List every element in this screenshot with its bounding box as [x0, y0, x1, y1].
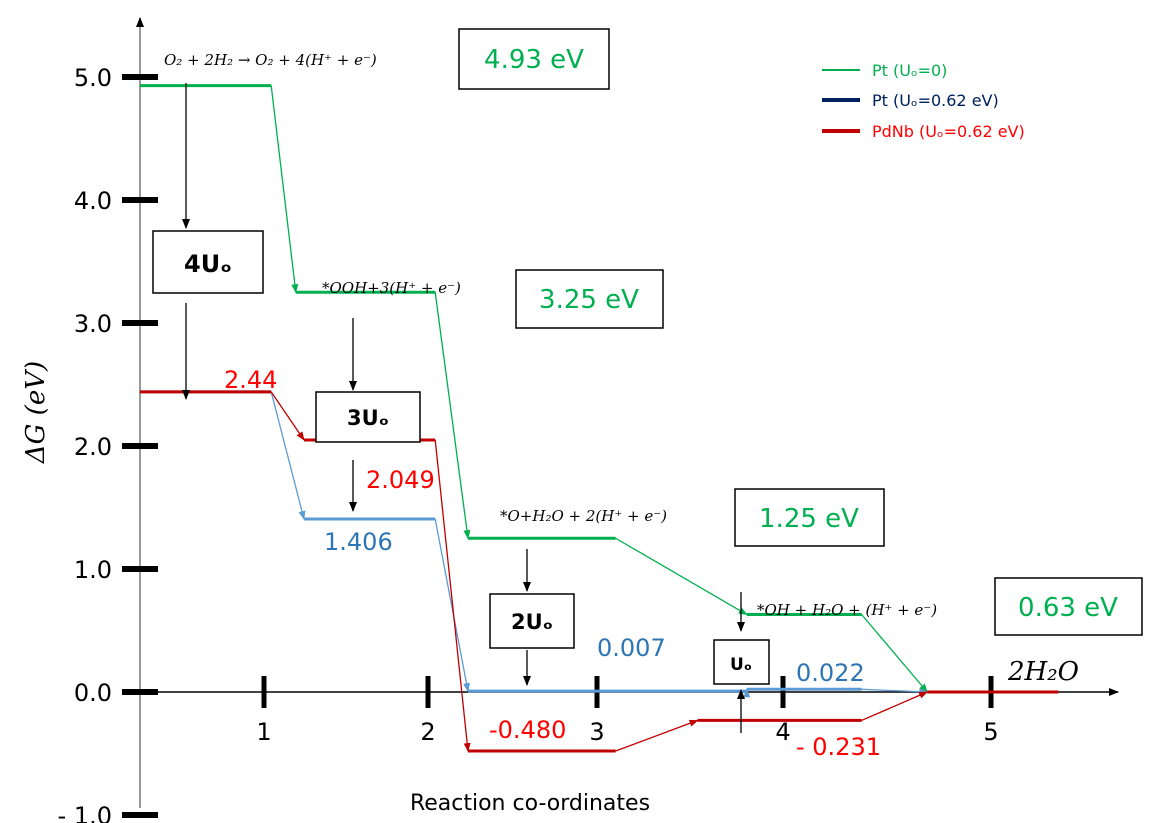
y-tick-label: 0.0	[74, 679, 112, 707]
connector-1-1	[270, 85, 299, 294]
step-connectors	[270, 85, 929, 753]
energy-box-4: 0.63 eV	[994, 577, 1143, 636]
data-label-0-007: 0.007	[597, 634, 666, 662]
energy-box-3: 1.25 eV	[734, 488, 885, 547]
data-label-minus-0-480: -0.480	[489, 716, 566, 744]
y-axis-title: ΔG (eV)	[21, 361, 51, 464]
potential-box-2u-label: 2Uₒ	[511, 610, 553, 634]
data-label-minus-0-231: - 0.231	[796, 733, 881, 761]
data-label-1-406: 1.406	[324, 528, 393, 556]
connector-2-4	[861, 688, 929, 696]
y-ticks: - 1.0 0.0 1.0 2.0 3.0 4.0 5.0	[58, 64, 158, 823]
potential-box-3u-label: 3Uₒ	[347, 406, 389, 430]
connector-1-4	[861, 614, 928, 693]
energy-box-4-label: 0.63 eV	[1018, 593, 1118, 623]
x-tick-label: 5	[983, 718, 998, 746]
y-tick-label: - 1.0	[58, 802, 112, 823]
connector-3-3	[615, 719, 699, 752]
legend: Pt (Uₒ=0) Pt (Uₒ=0.62 eV) PdNb (Uₒ=0.62 …	[822, 61, 1025, 141]
legend-label-pt-u0: Pt (Uₒ=0)	[872, 61, 947, 80]
connector-3-1	[270, 391, 305, 441]
potential-arrows	[182, 83, 745, 733]
potential-box-4u-label: 4Uₒ	[184, 250, 232, 278]
legend-label-pt-u062: Pt (Uₒ=0.62 eV)	[872, 91, 999, 110]
energy-box-2: 3.25 eV	[515, 269, 664, 329]
potential-box-u-label: Uₒ	[730, 655, 752, 675]
x-tick-label: 3	[589, 718, 604, 746]
data-label-2h2o: 2H₂O	[1007, 657, 1079, 687]
connector-1-3	[615, 537, 748, 616]
connector-3-4	[861, 691, 929, 722]
x-axis-title: Reaction co-ordinates	[410, 791, 650, 816]
data-label-2-049: 2.049	[366, 466, 435, 494]
potential-box-2u: 2Uₒ	[489, 593, 575, 649]
y-tick-label: 1.0	[74, 556, 112, 584]
energy-box-1-label: 4.93 eV	[484, 45, 584, 75]
potential-box-u: Uₒ	[713, 639, 770, 685]
connector-1-2	[434, 292, 471, 540]
legend-label-pdnb: PdNb (Uₒ=0.62 eV)	[872, 122, 1025, 141]
y-tick-label: 2.0	[74, 433, 112, 461]
step-equation-2: *OOH+3(H⁺ + e⁻)	[322, 279, 461, 297]
data-label-0-022: 0.022	[796, 659, 865, 687]
y-tick-label: 5.0	[74, 64, 112, 92]
x-tick-label: 2	[420, 718, 435, 746]
connector-3-2	[434, 439, 471, 753]
step-equation-1: O₂ + 2H₂ → O₂ + 4(H⁺ + e⁻)	[164, 51, 377, 69]
connector-2-1	[270, 391, 306, 521]
x-ticks: 1 2 3 4 5	[256, 676, 999, 746]
y-tick-label: 4.0	[74, 187, 112, 215]
connector-2-2	[434, 518, 470, 693]
data-label-2-44: 2.44	[224, 366, 277, 394]
step-equation-4: *OH + H₂O + (H⁺ + e⁻)	[757, 601, 937, 619]
energy-box-3-label: 1.25 eV	[759, 504, 859, 534]
energy-box-2-label: 3.25 eV	[539, 285, 639, 315]
energy-box-1: 4.93 eV	[458, 28, 610, 90]
potential-box-3u: 3Uₒ	[315, 391, 421, 443]
x-tick-label: 4	[775, 718, 790, 746]
y-tick-label: 3.0	[74, 310, 112, 338]
step-equation-3: *O+H₂O + 2(H⁺ + e⁻)	[500, 507, 667, 525]
potential-box-4u: 4Uₒ	[152, 230, 264, 294]
x-tick-label: 1	[256, 718, 271, 746]
